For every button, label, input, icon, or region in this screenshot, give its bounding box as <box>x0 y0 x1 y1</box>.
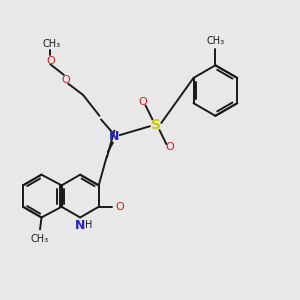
Text: H: H <box>85 220 93 230</box>
Text: O: O <box>138 98 147 107</box>
Text: O: O <box>46 56 55 66</box>
Text: O: O <box>115 202 124 212</box>
Text: N: N <box>109 130 119 143</box>
Text: N: N <box>75 219 85 232</box>
Text: CH₃: CH₃ <box>206 36 224 46</box>
Text: CH₃: CH₃ <box>43 39 61 49</box>
Text: CH₃: CH₃ <box>31 234 49 244</box>
Text: S: S <box>151 118 161 132</box>
Text: O: O <box>61 75 70 85</box>
Text: O: O <box>165 142 174 152</box>
